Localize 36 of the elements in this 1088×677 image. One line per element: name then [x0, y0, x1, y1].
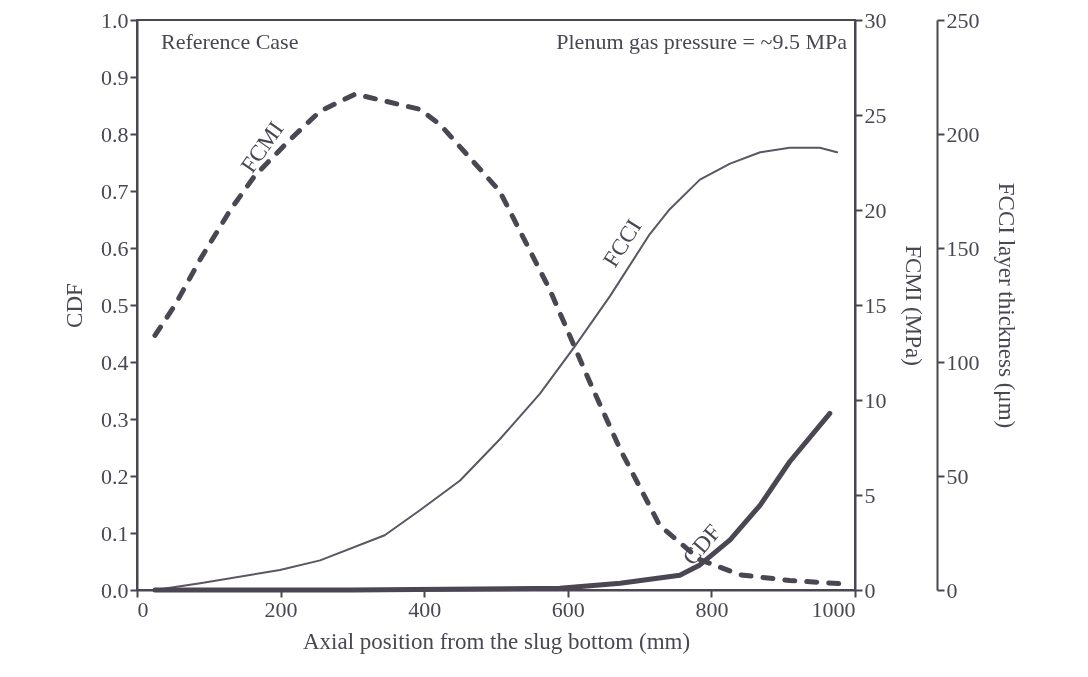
y-tick-label: 0.1 — [101, 520, 129, 546]
y2-tick-label: 15 — [864, 292, 887, 318]
annotation: Reference Case — [161, 29, 299, 54]
y-tick-label: 0.5 — [101, 292, 129, 318]
y-tick-label: 0.6 — [101, 235, 129, 261]
x-tick-label: 800 — [695, 596, 729, 622]
x-axis-title: Axial position from the slug bottom (mm) — [302, 628, 691, 654]
y-tick-label: 0.0 — [101, 577, 129, 603]
y-tick-label: 0.3 — [101, 406, 129, 432]
x-tick-label: 200 — [264, 596, 298, 622]
y2-axis-title: FCMI (MPa) — [900, 245, 926, 366]
y-tick-label: 0.7 — [101, 178, 129, 204]
y3-tick-label: 150 — [946, 235, 980, 261]
y3-tick-label: 0 — [946, 577, 958, 603]
annotation: Plenum gas pressure = ~9.5 MPa — [556, 29, 848, 54]
y2-tick-label: 20 — [864, 197, 887, 223]
y2-tick-label: 10 — [864, 387, 887, 413]
y3-tick-label: 100 — [946, 349, 980, 375]
y-tick-label: 0.4 — [101, 349, 129, 375]
y2-tick-label: 30 — [864, 7, 887, 33]
x-tick-label: 600 — [551, 596, 585, 622]
y-tick-label: 0.2 — [101, 463, 129, 489]
y2-tick-label: 25 — [864, 102, 887, 128]
x-tick-label: 0 — [137, 596, 149, 622]
y2-tick-label: 0 — [864, 577, 876, 603]
y-axis-title: CDF — [62, 283, 87, 328]
y3-tick-label: 250 — [946, 7, 980, 33]
x-tick-label: 400 — [408, 596, 442, 622]
y-tick-label: 0.8 — [101, 121, 129, 147]
y-tick-label: 1.0 — [101, 7, 129, 33]
y2-tick-label: 5 — [864, 482, 876, 508]
y3-axis-title: FCCI layer thickness (μm) — [993, 182, 1019, 429]
y-tick-label: 0.9 — [101, 64, 129, 90]
y3-tick-label: 50 — [946, 463, 969, 489]
y3-tick-label: 200 — [946, 121, 980, 147]
x-tick-label: 1000 — [811, 596, 856, 622]
